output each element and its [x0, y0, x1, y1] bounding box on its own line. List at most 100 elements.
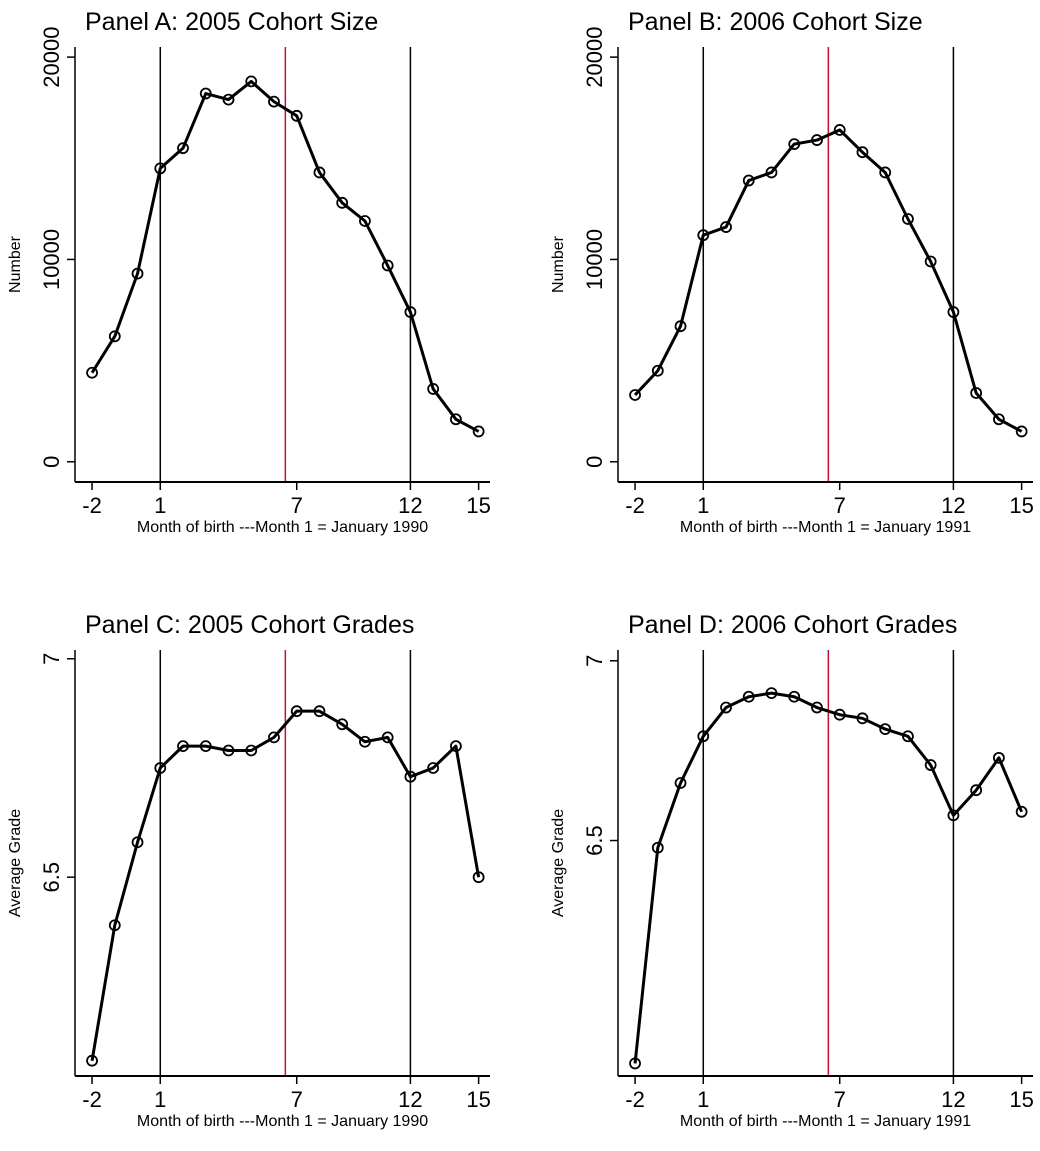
data-point: [86, 366, 98, 379]
data-point: [131, 836, 144, 849]
data-point: [472, 871, 485, 884]
x-tick-label: 15: [1009, 493, 1033, 518]
data-point: [199, 740, 212, 753]
data-point: [651, 364, 664, 377]
x-tick-label: 15: [466, 493, 490, 518]
data-point: [108, 919, 121, 932]
y-tick-label: 7: [39, 653, 64, 665]
data-point: [381, 731, 394, 744]
x-tick-label: 1: [697, 1087, 709, 1112]
data-line: [633, 128, 1023, 433]
data-line: [90, 709, 481, 1061]
data-point: [742, 174, 755, 187]
data-point: [1015, 805, 1028, 818]
data-point: [742, 690, 755, 703]
data-point: [811, 701, 823, 714]
data-point: [924, 255, 937, 268]
data-line: [90, 79, 480, 433]
data-point: [336, 718, 349, 731]
x-tick-label: -2: [82, 493, 102, 518]
x-tick-label: 7: [834, 1087, 846, 1112]
data-point: [879, 166, 892, 179]
x-axis-label: Month of birth ---Month 1 = January 1990: [137, 1113, 428, 1130]
y-axis-label: Average Grade: [550, 809, 567, 917]
x-tick-label: 1: [697, 493, 709, 518]
data-point: [313, 705, 326, 718]
data-point: [449, 413, 462, 426]
data-point: [245, 75, 258, 88]
data-point: [674, 777, 687, 789]
data-point: [449, 740, 462, 753]
data-point: [177, 142, 189, 155]
data-point: [86, 1054, 98, 1067]
x-tick-label: 12: [398, 1087, 422, 1112]
x-tick-label: -2: [625, 1087, 645, 1112]
panel-title: Panel C: 2005 Cohort Grades: [85, 611, 414, 639]
data-point: [404, 306, 417, 318]
y-tick-label: 0: [582, 456, 607, 468]
data-point: [629, 1057, 641, 1070]
data-point: [359, 215, 371, 227]
data-point: [404, 770, 417, 783]
data-point: [970, 784, 983, 797]
x-tick-label: 12: [398, 493, 422, 518]
data-point: [629, 389, 641, 401]
data-point: [222, 93, 235, 106]
data-point: [199, 87, 212, 100]
data-point: [108, 330, 121, 343]
data-point: [154, 162, 167, 175]
data-point: [290, 109, 303, 122]
x-tick-label: 12: [941, 493, 965, 518]
panel-title: Panel D: 2006 Cohort Grades: [628, 611, 957, 639]
data-point: [902, 213, 914, 225]
data-point: [720, 221, 732, 233]
data-point: [268, 731, 280, 744]
x-tick-label: 1: [154, 1087, 166, 1112]
data-point: [131, 267, 144, 280]
data-point: [427, 762, 440, 774]
data-point: [856, 146, 869, 159]
y-tick-label: 6.5: [39, 862, 64, 893]
x-axis-label: Month of birth ---Month 1 = January 1990: [137, 519, 428, 536]
y-tick-label: 10000: [39, 229, 64, 290]
x-tick-label: -2: [82, 1087, 102, 1112]
x-axis-label: Month of birth ---Month 1 = January 1991: [680, 519, 971, 536]
y-tick-label: 10000: [582, 229, 607, 290]
data-point: [811, 134, 823, 146]
data-point: [992, 413, 1005, 426]
x-tick-label: 1: [154, 493, 166, 518]
y-tick-label: 20000: [582, 27, 607, 88]
data-point: [1015, 425, 1028, 438]
data-point: [268, 95, 280, 108]
panel-title: Panel B: 2006 Cohort Size: [628, 8, 923, 36]
data-point: [765, 166, 778, 179]
y-axis-label: Average Grade: [7, 809, 24, 917]
x-tick-label: 12: [941, 1087, 965, 1112]
panel-title: Panel A: 2005 Cohort Size: [85, 8, 378, 36]
data-point: [924, 759, 937, 771]
data-point: [472, 425, 485, 438]
data-point: [947, 306, 960, 318]
data-point: [788, 138, 801, 151]
x-tick-label: 7: [834, 493, 846, 518]
y-tick-label: 7: [582, 655, 607, 667]
data-point: [720, 701, 732, 714]
data-point: [177, 740, 189, 753]
data-point: [222, 744, 235, 757]
data-point: [992, 751, 1005, 764]
data-point: [245, 744, 258, 757]
data-point: [697, 229, 710, 242]
data-point: [697, 730, 710, 743]
y-axis-label: Number: [7, 235, 24, 293]
x-tick-label: -2: [625, 493, 645, 518]
y-tick-label: 20000: [39, 27, 64, 88]
y-tick-label: 0: [39, 456, 64, 468]
data-point: [154, 762, 167, 774]
data-point: [833, 708, 846, 721]
data-point: [879, 723, 892, 735]
data-point: [381, 259, 394, 272]
data-point: [856, 712, 869, 725]
y-axis-label: Number: [550, 235, 567, 293]
y-tick-label: 6.5: [582, 825, 607, 856]
